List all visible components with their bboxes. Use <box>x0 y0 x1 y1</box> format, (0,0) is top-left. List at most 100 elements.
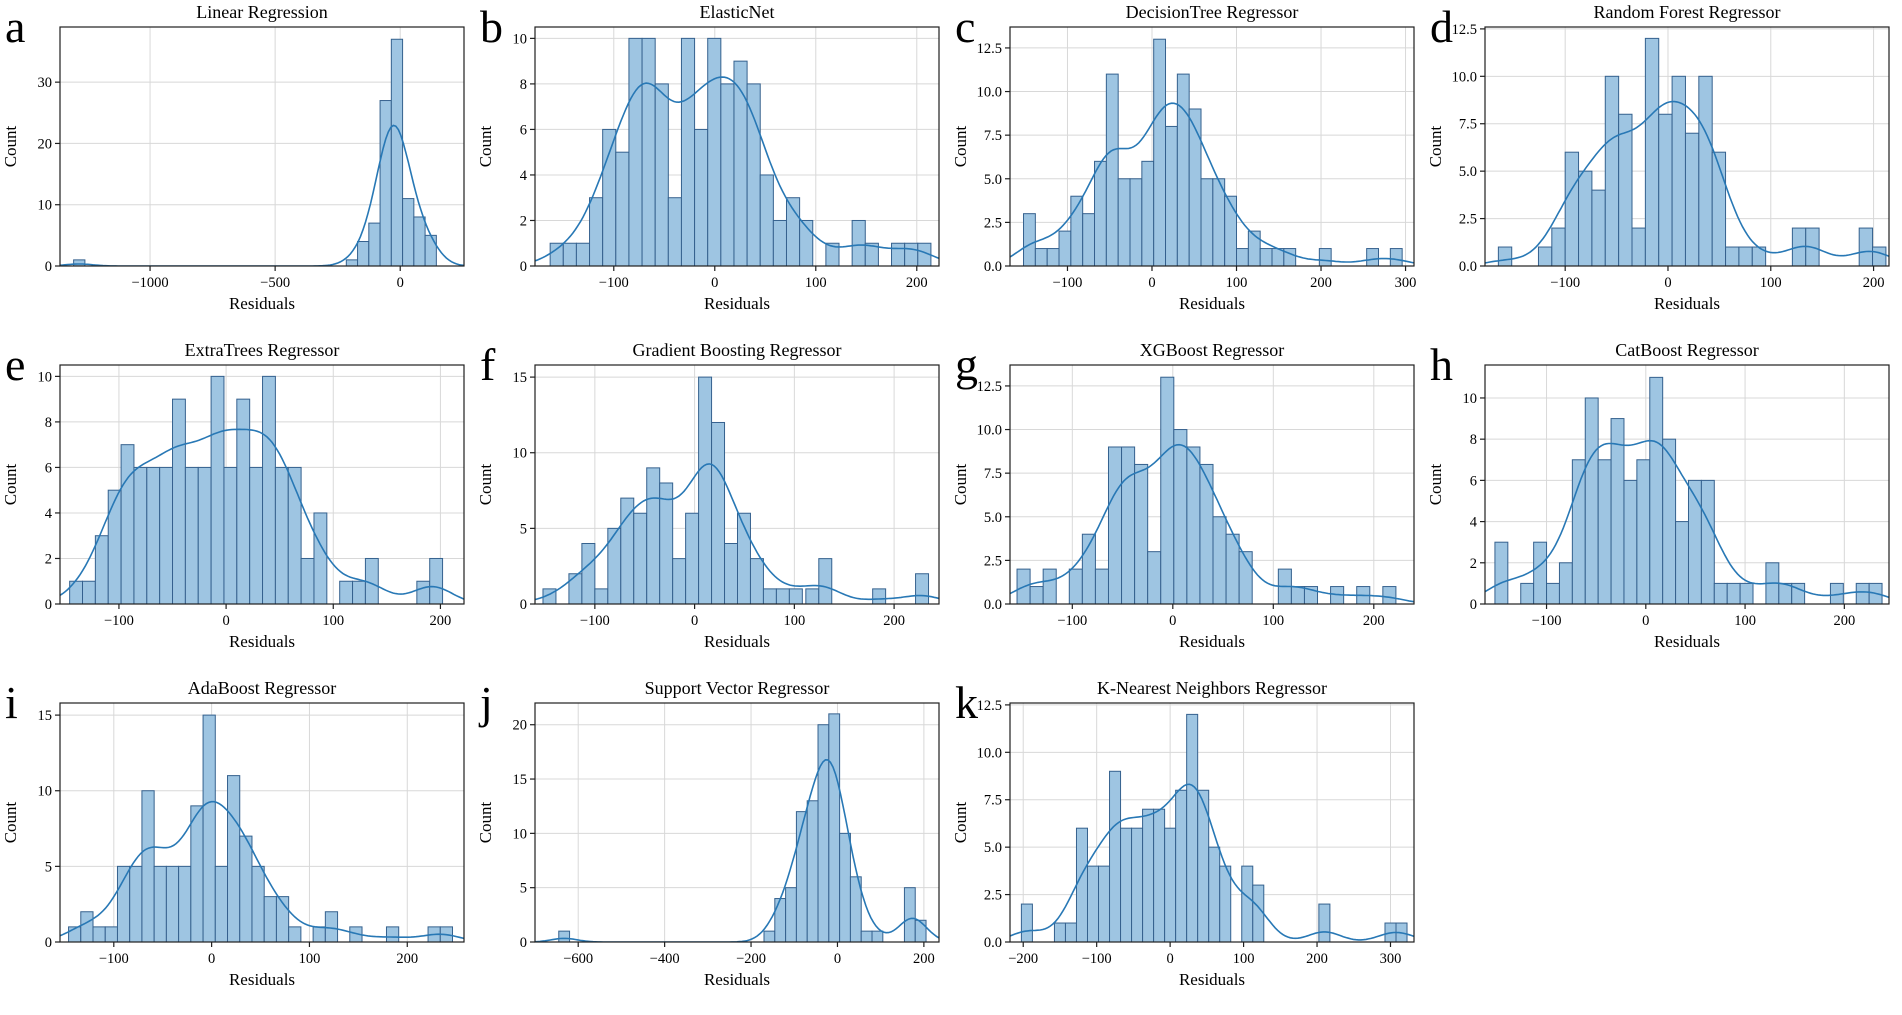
kde-curve <box>60 124 464 266</box>
histogram-bar <box>1238 551 1253 604</box>
histogram-bar <box>1687 479 1702 604</box>
xtick-label: −100 <box>104 613 134 629</box>
histogram-bar <box>667 197 682 266</box>
histogram-bar <box>1034 248 1048 266</box>
xtick-label: 0 <box>222 613 229 629</box>
ytick-label: 5.0 <box>984 172 1002 188</box>
ytick-label: 10.0 <box>977 423 1002 439</box>
xtick-label: 0 <box>397 275 404 291</box>
subplot-h: h 0 2 4 6 8 10 −100 0 100 200 CatBoost Regressor Re… <box>1425 338 1900 676</box>
histogram-bar <box>698 376 713 604</box>
ytick-label: 4 <box>45 506 53 522</box>
ytick-label: 2 <box>1470 556 1477 572</box>
histogram-bar <box>1725 246 1740 266</box>
ytick-label: 0.0 <box>984 935 1002 951</box>
kde-curve <box>1485 439 1889 599</box>
histogram-bar <box>759 174 774 266</box>
histogram-bar <box>1604 75 1620 266</box>
ytick-label: 0 <box>45 935 52 951</box>
histogram-bar <box>1700 479 1715 604</box>
histogram-bar <box>602 128 617 266</box>
x-axis-label: Residuals <box>1654 632 1720 651</box>
ytick-label: 6 <box>45 460 52 476</box>
ytick-label: 2.5 <box>984 553 1002 569</box>
x-axis-label: Residuals <box>229 294 295 313</box>
histogram-bar <box>1578 170 1593 266</box>
histogram-bar <box>249 466 264 604</box>
plot-border <box>534 702 940 943</box>
histogram-bar <box>633 512 648 604</box>
empty-cell <box>1425 676 1900 1014</box>
plot-border <box>59 702 465 943</box>
chart-title: Random Forest Regressor <box>1594 2 1781 22</box>
histogram-bar <box>165 865 180 942</box>
histogram-bar <box>620 497 635 604</box>
subplot-b: b 0 2 4 6 8 10 −100 0 100 200 ElasticNet Residuals C… <box>475 0 950 338</box>
histogram-bar <box>197 466 212 604</box>
ytick-label: 7.5 <box>984 793 1002 809</box>
histogram-bar <box>1165 125 1178 266</box>
histogram-bar <box>1134 463 1149 604</box>
xtick-label: −100 <box>1082 951 1112 967</box>
xtick-label: 0 <box>1167 951 1174 967</box>
xtick-label: 100 <box>805 275 827 291</box>
histogram-bar <box>1212 516 1227 604</box>
ytick-label: 10 <box>513 31 528 47</box>
subplot-j: j 0 5 10 15 20 −600 −400 −200 0 200 Support Vector… <box>475 676 950 1014</box>
histogram-bar <box>1046 248 1060 266</box>
histogram-chart-k: 0.0 2.5 5.0 7.5 10.0 12.5 −200 −100 0 100 200 300 K-… <box>952 678 1415 989</box>
histogram-bar <box>805 588 820 604</box>
histogram-bar <box>288 926 302 942</box>
histogram-bar <box>724 542 738 604</box>
histogram-bar <box>1591 189 1606 266</box>
chart-title: CatBoost Regressor <box>1615 340 1759 360</box>
histogram-bar <box>628 37 643 266</box>
panel-label-c: c <box>955 1 976 52</box>
kde-curve <box>60 800 464 940</box>
histogram-bar <box>581 542 596 604</box>
xtick-label: 100 <box>1233 951 1255 967</box>
histogram-bar <box>1631 227 1646 266</box>
histogram-bar <box>274 466 289 604</box>
histogram-bar <box>1188 108 1202 266</box>
ytick-label: 5.0 <box>984 510 1002 526</box>
y-axis-label: Count <box>2 463 20 505</box>
histogram-bar <box>368 222 381 266</box>
kde-curve <box>1485 100 1889 264</box>
ytick-label: 15 <box>513 370 528 386</box>
ytick-label: 10 <box>38 198 53 214</box>
y-axis-label: Count <box>477 125 495 167</box>
histogram-bar <box>1778 582 1793 604</box>
histogram-bar <box>159 466 174 604</box>
plot-area <box>535 703 939 942</box>
histogram-bar <box>390 38 404 266</box>
histogram-bar <box>1141 160 1155 266</box>
histogram-bar <box>1042 568 1057 604</box>
histogram-bar <box>1636 459 1651 604</box>
histogram-chart-c: 0.0 2.5 5.0 7.5 10.0 12.5 −100 0 100 200 300 Decisi… <box>952 2 1416 313</box>
histogram-bar <box>915 573 930 604</box>
histogram-bar <box>1649 376 1664 604</box>
plot-border <box>534 26 940 267</box>
y-axis-label: Count <box>2 125 20 167</box>
histogram-bar <box>1164 827 1177 942</box>
xtick-label: −100 <box>1550 275 1580 291</box>
histogram-bar <box>762 588 777 604</box>
histogram-bar <box>1738 246 1753 266</box>
x-axis-label: Residuals <box>704 294 770 313</box>
histogram-bar <box>1068 568 1083 604</box>
plot-border <box>59 364 465 605</box>
histogram-bar <box>720 83 735 266</box>
histogram-chart-b: 0 2 4 6 8 10 −100 0 100 200 ElasticNet Residuals Cou… <box>477 2 940 313</box>
xtick-label: 0 <box>834 951 841 967</box>
ytick-label: 6 <box>1470 473 1477 489</box>
histogram-bar <box>659 482 674 604</box>
ytick-label: 2.5 <box>984 215 1002 231</box>
histogram-bar <box>1739 582 1754 604</box>
histogram-bar <box>1537 246 1553 266</box>
xtick-label: 0 <box>711 275 718 291</box>
ytick-label: 15 <box>38 708 53 724</box>
histogram-bar <box>839 832 851 942</box>
histogram-bar <box>558 930 571 942</box>
histogram-bar <box>324 911 339 942</box>
